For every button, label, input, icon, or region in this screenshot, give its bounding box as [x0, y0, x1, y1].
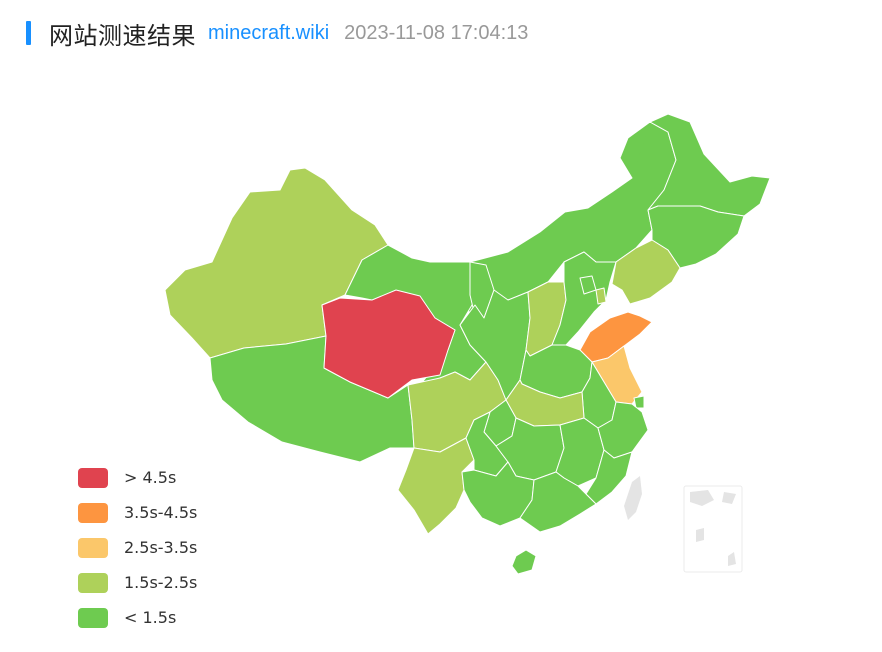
header: 网站测速结果 minecraft.wiki 2023-11-08 17:04:1… [26, 16, 528, 50]
region-fujian[interactable] [585, 449, 633, 505]
legend-item-25-35[interactable]: 2.5s-3.5s [78, 530, 197, 565]
timestamp: 2023-11-08 17:04:13 [344, 21, 529, 44]
page-title: 网站测速结果 [49, 21, 196, 50]
region-liaoning[interactable] [611, 239, 681, 305]
legend-label: 2.5s-3.5s [124, 538, 198, 557]
legend: > 4.5s 3.5s-4.5s 2.5s-3.5s 1.5s-2.5s < 1… [78, 460, 197, 635]
legend-label: 1.5s-2.5s [124, 573, 198, 592]
legend-label: < 1.5s [124, 608, 177, 627]
region-qinghai[interactable] [321, 289, 456, 399]
legend-swatch [78, 572, 108, 593]
region-hainan[interactable] [511, 549, 537, 575]
region-yunnan[interactable] [397, 437, 475, 535]
legend-swatch [78, 537, 108, 558]
legend-item-lt15[interactable]: < 1.5s [78, 600, 197, 635]
legend-item-35-45[interactable]: 3.5s-4.5s [78, 495, 197, 530]
legend-label: 3.5s-4.5s [124, 503, 198, 522]
legend-item-gt45[interactable]: > 4.5s [78, 460, 197, 495]
island-taiwan [624, 476, 642, 520]
south-china-sea-inset [683, 485, 743, 573]
inset-islands [690, 490, 736, 566]
legend-label: > 4.5s [124, 468, 177, 487]
region-heilongjiang[interactable] [619, 113, 771, 217]
region-jiangxi[interactable] [555, 417, 605, 487]
region-shanghai[interactable] [633, 395, 645, 409]
legend-item-15-25[interactable]: 1.5s-2.5s [78, 565, 197, 600]
legend-swatch [78, 502, 108, 523]
region-tianjin[interactable] [595, 287, 607, 305]
region-hebei[interactable] [551, 251, 617, 346]
site-link[interactable]: minecraft.wiki [208, 21, 330, 44]
region-guangdong[interactable] [519, 471, 597, 533]
legend-swatch [78, 607, 108, 628]
title-accent-bar [26, 21, 31, 45]
legend-swatch [78, 467, 108, 488]
